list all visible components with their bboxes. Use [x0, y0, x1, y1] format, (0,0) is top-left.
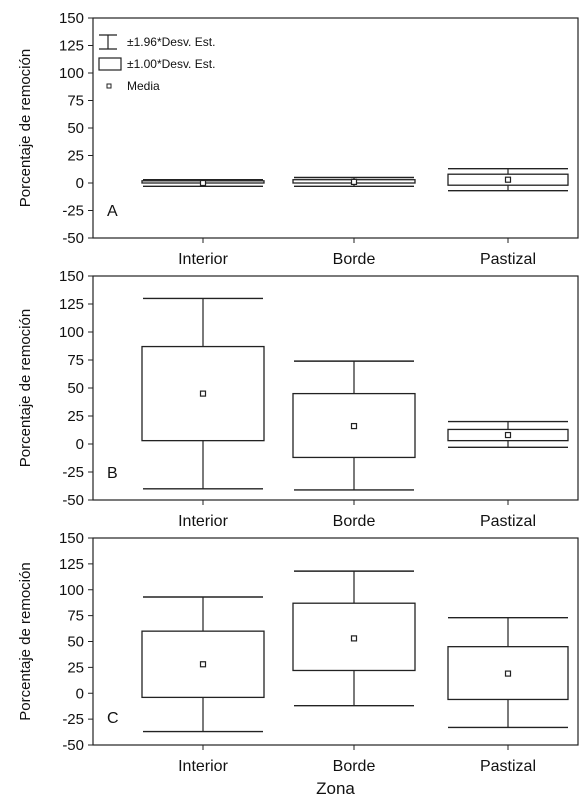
panel-b: -50 -25 0 25 50 75 100 125 150 Porcentaje de remo…: [17, 268, 579, 530]
y-tick-label: 125: [59, 556, 84, 573]
legend-label: Media: [127, 79, 160, 93]
mean-marker: [199, 179, 207, 187]
legend-point-icon: [106, 83, 112, 89]
y-tick-label: 150: [59, 10, 84, 27]
mean-marker: [199, 661, 207, 668]
x-tick-label: Interior: [178, 758, 228, 775]
y-tick-label: -25: [62, 464, 84, 481]
x-axis-label: Zona: [316, 779, 355, 798]
mean-marker: [504, 670, 512, 677]
y-tick-label: 25: [67, 659, 84, 676]
y-axis-label: Porcentaje de remoción: [17, 562, 34, 720]
plot-frame: [92, 17, 579, 239]
y-tick-label: 75: [67, 608, 84, 625]
y-tick-label: -25: [62, 711, 84, 728]
x-tick-label: Pastizal: [480, 513, 536, 530]
y-axis-label: Porcentaje de remoción: [17, 49, 34, 207]
box-interior: [141, 178, 265, 188]
y-tick-label: -50: [62, 737, 84, 754]
y-tick-label: 75: [67, 352, 84, 369]
x-tick-label: Borde: [333, 251, 376, 268]
x-tick-label: Pastizal: [480, 251, 536, 268]
legend-box-icon: [98, 57, 122, 71]
y-tick-label: 0: [76, 436, 84, 453]
y-tick-label: 0: [76, 685, 84, 702]
y-tick-label: 50: [67, 120, 84, 137]
box-interior: [141, 596, 265, 733]
y-tick-label: 100: [59, 65, 84, 82]
box-pastizal: [447, 420, 569, 449]
box-interior: [141, 297, 265, 490]
legend-label: ±1.96*Desv. Est.: [127, 35, 215, 49]
y-tick-label: -50: [62, 492, 84, 509]
mean-marker: [504, 176, 512, 183]
y-tick-label: 150: [59, 530, 84, 547]
x-tick-label: Borde: [333, 513, 376, 530]
y-axis-label: Porcentaje de remoción: [17, 309, 34, 467]
y-tick-label: 50: [67, 380, 84, 397]
y-tick-label: 125: [59, 296, 84, 313]
box-pastizal: [447, 167, 569, 192]
box-pastizal: [447, 616, 569, 729]
mean-marker: [350, 422, 358, 430]
panel-a: -50 -25 0 25 50 75 100 125 150 Porcentaje de remo…: [17, 10, 579, 268]
y-tick-label: -50: [62, 230, 84, 247]
y-tick-label: 150: [59, 268, 84, 285]
y-tick-label: 50: [67, 634, 84, 651]
box-borde: [292, 360, 416, 491]
mean-marker: [350, 635, 358, 642]
panel-letter: C: [107, 710, 119, 727]
panel-letter: B: [107, 465, 118, 482]
y-tick-label: 100: [59, 324, 84, 341]
mean-marker: [350, 178, 358, 185]
legend-label: ±1.00*Desv. Est.: [127, 57, 215, 71]
y-tick-label: 0: [76, 175, 84, 192]
x-tick-label: Interior: [178, 251, 228, 268]
y-tick-label: 100: [59, 582, 84, 599]
x-tick-label: Interior: [178, 513, 228, 530]
y-tick-label: 125: [59, 38, 84, 55]
y-tick-label: 75: [67, 93, 84, 110]
box-borde: [292, 176, 416, 188]
panel-c: -50 -25 0 25 50 75 100 125 150 Porcentaje de remo…: [17, 530, 579, 798]
legend: ±1.96*Desv. Est. ±1.00*Desv. Est. Media: [98, 34, 215, 93]
mean-marker: [199, 390, 207, 397]
mean-marker: [504, 431, 512, 439]
y-tick-label: 25: [67, 408, 84, 425]
x-tick-label: Pastizal: [480, 758, 536, 775]
x-tick-label: Borde: [333, 758, 376, 775]
box-borde: [292, 570, 416, 707]
y-tick-label: -25: [62, 203, 84, 220]
y-tick-label: 25: [67, 148, 84, 165]
panel-letter: A: [107, 203, 118, 220]
